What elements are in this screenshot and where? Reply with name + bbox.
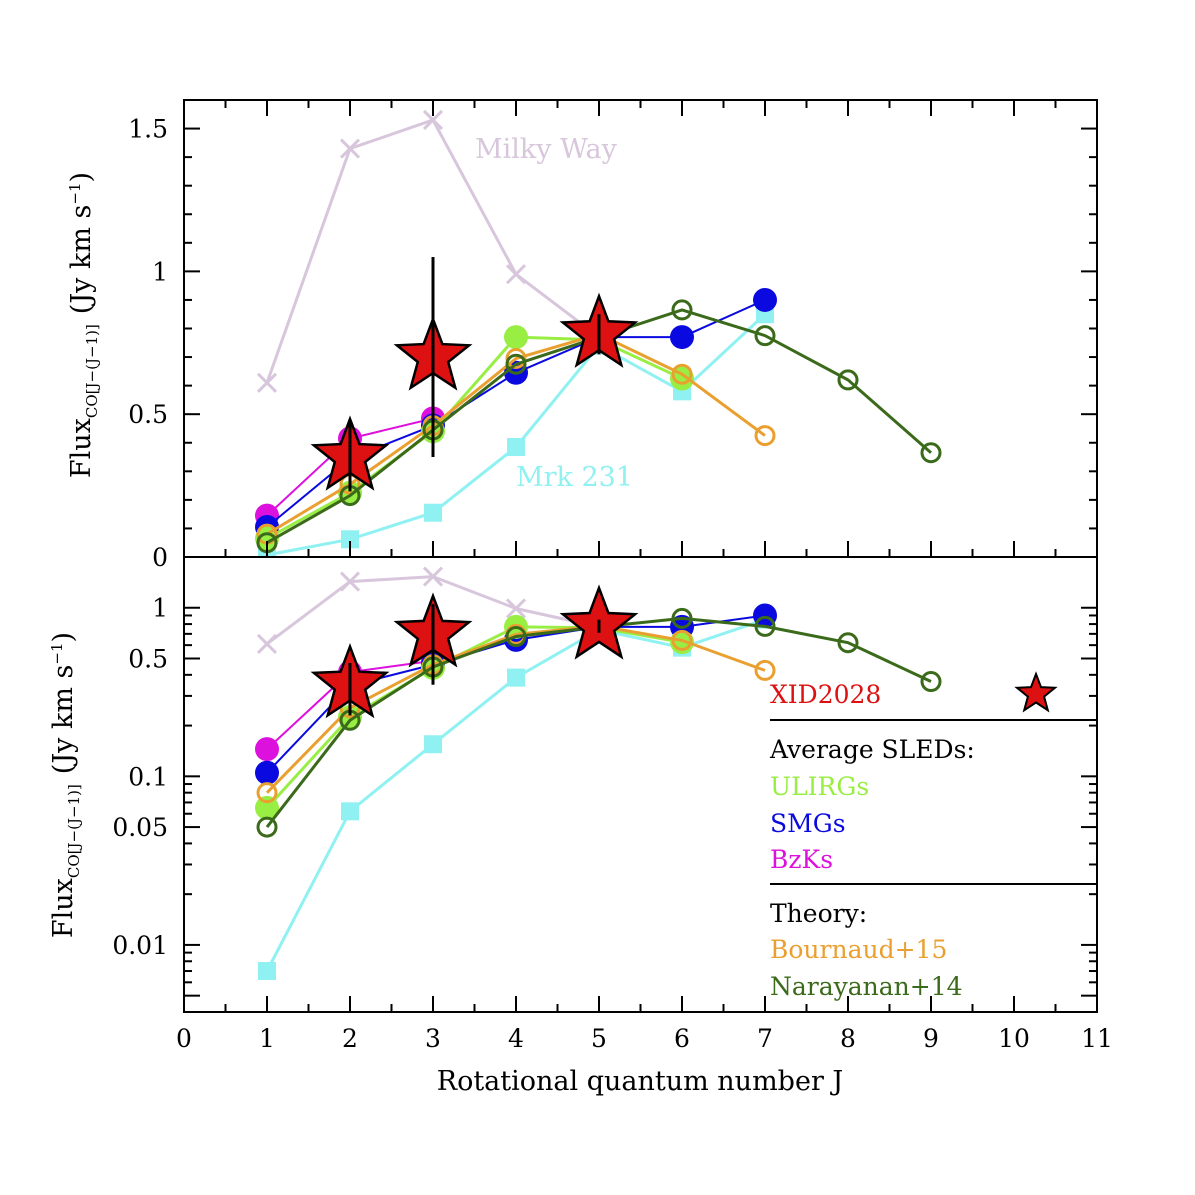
y-tick-label-top-2: 1 — [152, 257, 168, 286]
y-tick-label-bottom-2: 0.1 — [128, 762, 168, 791]
bottom-point-narayanan-14-0 — [256, 816, 278, 838]
top-point-mrk-231-1 — [341, 530, 359, 549]
y-title-top-exp: −1 — [66, 182, 84, 204]
top-series-ulirgs — [255, 325, 694, 551]
bottom-panel — [255, 566, 942, 981]
x-tick-label-4: 4 — [508, 1024, 524, 1053]
x-tick-label-5: 5 — [591, 1024, 607, 1053]
y-tick-label-bottom-4: 1 — [152, 594, 168, 623]
y-title-bottom-exp: −1 — [48, 642, 66, 664]
top-point-smgs-6 — [753, 287, 777, 312]
legend-entry-bournaud: Bournaud+15 — [770, 935, 947, 964]
legend-entry-bzks: BzKs — [770, 845, 833, 874]
bottom-plot-area — [255, 566, 942, 981]
legend-star-icon — [1014, 671, 1058, 713]
y-title-top-close: ) — [66, 172, 97, 183]
y-tick-label-top-0: 0 — [152, 543, 168, 572]
top-series-xid2028 — [310, 257, 639, 492]
annotation-mrk231: Mrk 231 — [516, 462, 633, 493]
y-title-bottom-close: ) — [48, 632, 79, 643]
bottom-point-smgs-0 — [255, 760, 279, 785]
top-point-narayanan-14-6 — [754, 325, 776, 347]
y-title-top-unit: (Jy km s — [66, 205, 97, 315]
bottom-point-milky-way-1 — [339, 571, 361, 592]
top-point-milky-way-0 — [256, 372, 278, 393]
bottom-point-bournaud-15-0 — [256, 782, 278, 804]
bottom-point-ulirgs-0 — [255, 795, 279, 820]
y-axis-title-bottom: FluxCO[J−(J−1)] (Jy km s−1) — [48, 632, 83, 938]
bottom-point-milky-way-3 — [505, 598, 527, 619]
top-point-narayanan-14-8 — [920, 442, 942, 464]
y-title-bottom-main: Flux — [48, 878, 79, 938]
top-point-ulirgs-0 — [255, 526, 279, 551]
x-tick-label-1: 1 — [259, 1024, 275, 1053]
y-tick-label-top-3: 1.5 — [128, 115, 168, 144]
top-point-milky-way-3 — [505, 264, 527, 285]
y-title-bottom-sub: CO[J−(J−1)] — [65, 784, 83, 878]
top-point-milky-way-2 — [422, 109, 444, 131]
x-tick-label-9: 9 — [923, 1024, 939, 1053]
x-tick-label-10: 10 — [998, 1024, 1030, 1053]
y-tick-label-bottom-1: 0.05 — [112, 813, 168, 842]
bottom-series-mrk-231 — [258, 610, 774, 981]
bottom-point-mrk-231-3 — [507, 668, 525, 687]
legend-average-header: Average SLEDs: — [769, 735, 975, 764]
bottom-series-xid2028 — [310, 584, 639, 719]
bottom-point-bzks-0 — [255, 737, 279, 762]
bottom-point-narayanan-14-8 — [920, 671, 942, 693]
top-point-ulirgs-3 — [504, 325, 528, 350]
x-tick-label-11: 11 — [1081, 1024, 1113, 1053]
bottom-point-narayanan-14-5 — [671, 607, 693, 629]
y-title-bottom-unit: (Jy km s — [48, 665, 79, 775]
bottom-point-milky-way-0 — [256, 633, 278, 654]
top-point-narayanan-14-7 — [837, 369, 859, 391]
x-axis-title: Rotational quantum number J — [437, 1066, 844, 1097]
annotation-milky-way: Milky Way — [475, 134, 618, 165]
y-title-top-main: Flux — [66, 418, 97, 478]
top-point-bournaud-15-3 — [505, 347, 527, 369]
y-tick-label-top-1: 0.5 — [128, 400, 168, 429]
y-axis-title-top: FluxCO[J−(J−1)] (Jy km s−1) — [66, 172, 101, 478]
top-point-smgs-5 — [670, 325, 694, 350]
x-tick-label-2: 2 — [342, 1024, 358, 1053]
bottom-point-mrk-231-2 — [424, 735, 442, 754]
legend-theory-header: Theory: — [770, 899, 867, 928]
top-point-milky-way-1 — [339, 138, 361, 159]
x-tick-label-8: 8 — [840, 1024, 856, 1053]
axes: 0 1 2 3 4 5 6 7 8 9 10 11 0 0.5 1 1.5 0.01 0.05 0.1 0.5 1 — [112, 99, 1113, 1053]
bottom-point-mrk-231-1 — [341, 802, 359, 821]
legend-entry-ulirgs: ULIRGs — [770, 772, 869, 801]
bottom-point-narayanan-14-7 — [837, 632, 859, 654]
legend: XID2028 Average SLEDs: ULIRGs SMGs BzKs … — [769, 671, 1097, 1001]
bottom-point-narayanan-14-6 — [754, 615, 776, 637]
bottom-point-bournaud-15-5 — [671, 629, 693, 651]
bottom-point-milky-way-2 — [422, 566, 444, 587]
x-tick-label-7: 7 — [757, 1024, 773, 1053]
y-title-top-sub: CO[J−(J−1)] — [83, 324, 101, 418]
bottom-point-mrk-231-0 — [258, 962, 276, 981]
top-point-narayanan-14-5 — [671, 299, 693, 321]
top-point-mrk-231-3 — [507, 438, 525, 457]
bottom-point-bournaud-15-6 — [754, 659, 776, 681]
top-plot-area — [255, 109, 942, 557]
top-point-mrk-231-2 — [424, 503, 442, 522]
top-point-bournaud-15-6 — [754, 425, 776, 447]
top-point-bournaud-15-5 — [671, 363, 693, 385]
x-tick-label-3: 3 — [425, 1024, 441, 1053]
legend-entry-smgs: SMGs — [770, 809, 846, 838]
legend-entry-narayanan: Narayanan+14 — [770, 972, 963, 1001]
top-panel — [255, 109, 942, 557]
x-tick-label-0: 0 — [176, 1024, 192, 1053]
bottom-point-narayanan-14-3 — [505, 626, 527, 648]
x-tick-label-6: 6 — [674, 1024, 690, 1053]
y-tick-label-bottom-3: 0.5 — [128, 644, 168, 673]
top-point-narayanan-14-3 — [505, 353, 527, 375]
legend-source-label: XID2028 — [770, 680, 881, 709]
y-tick-label-bottom-0: 0.01 — [112, 931, 168, 960]
